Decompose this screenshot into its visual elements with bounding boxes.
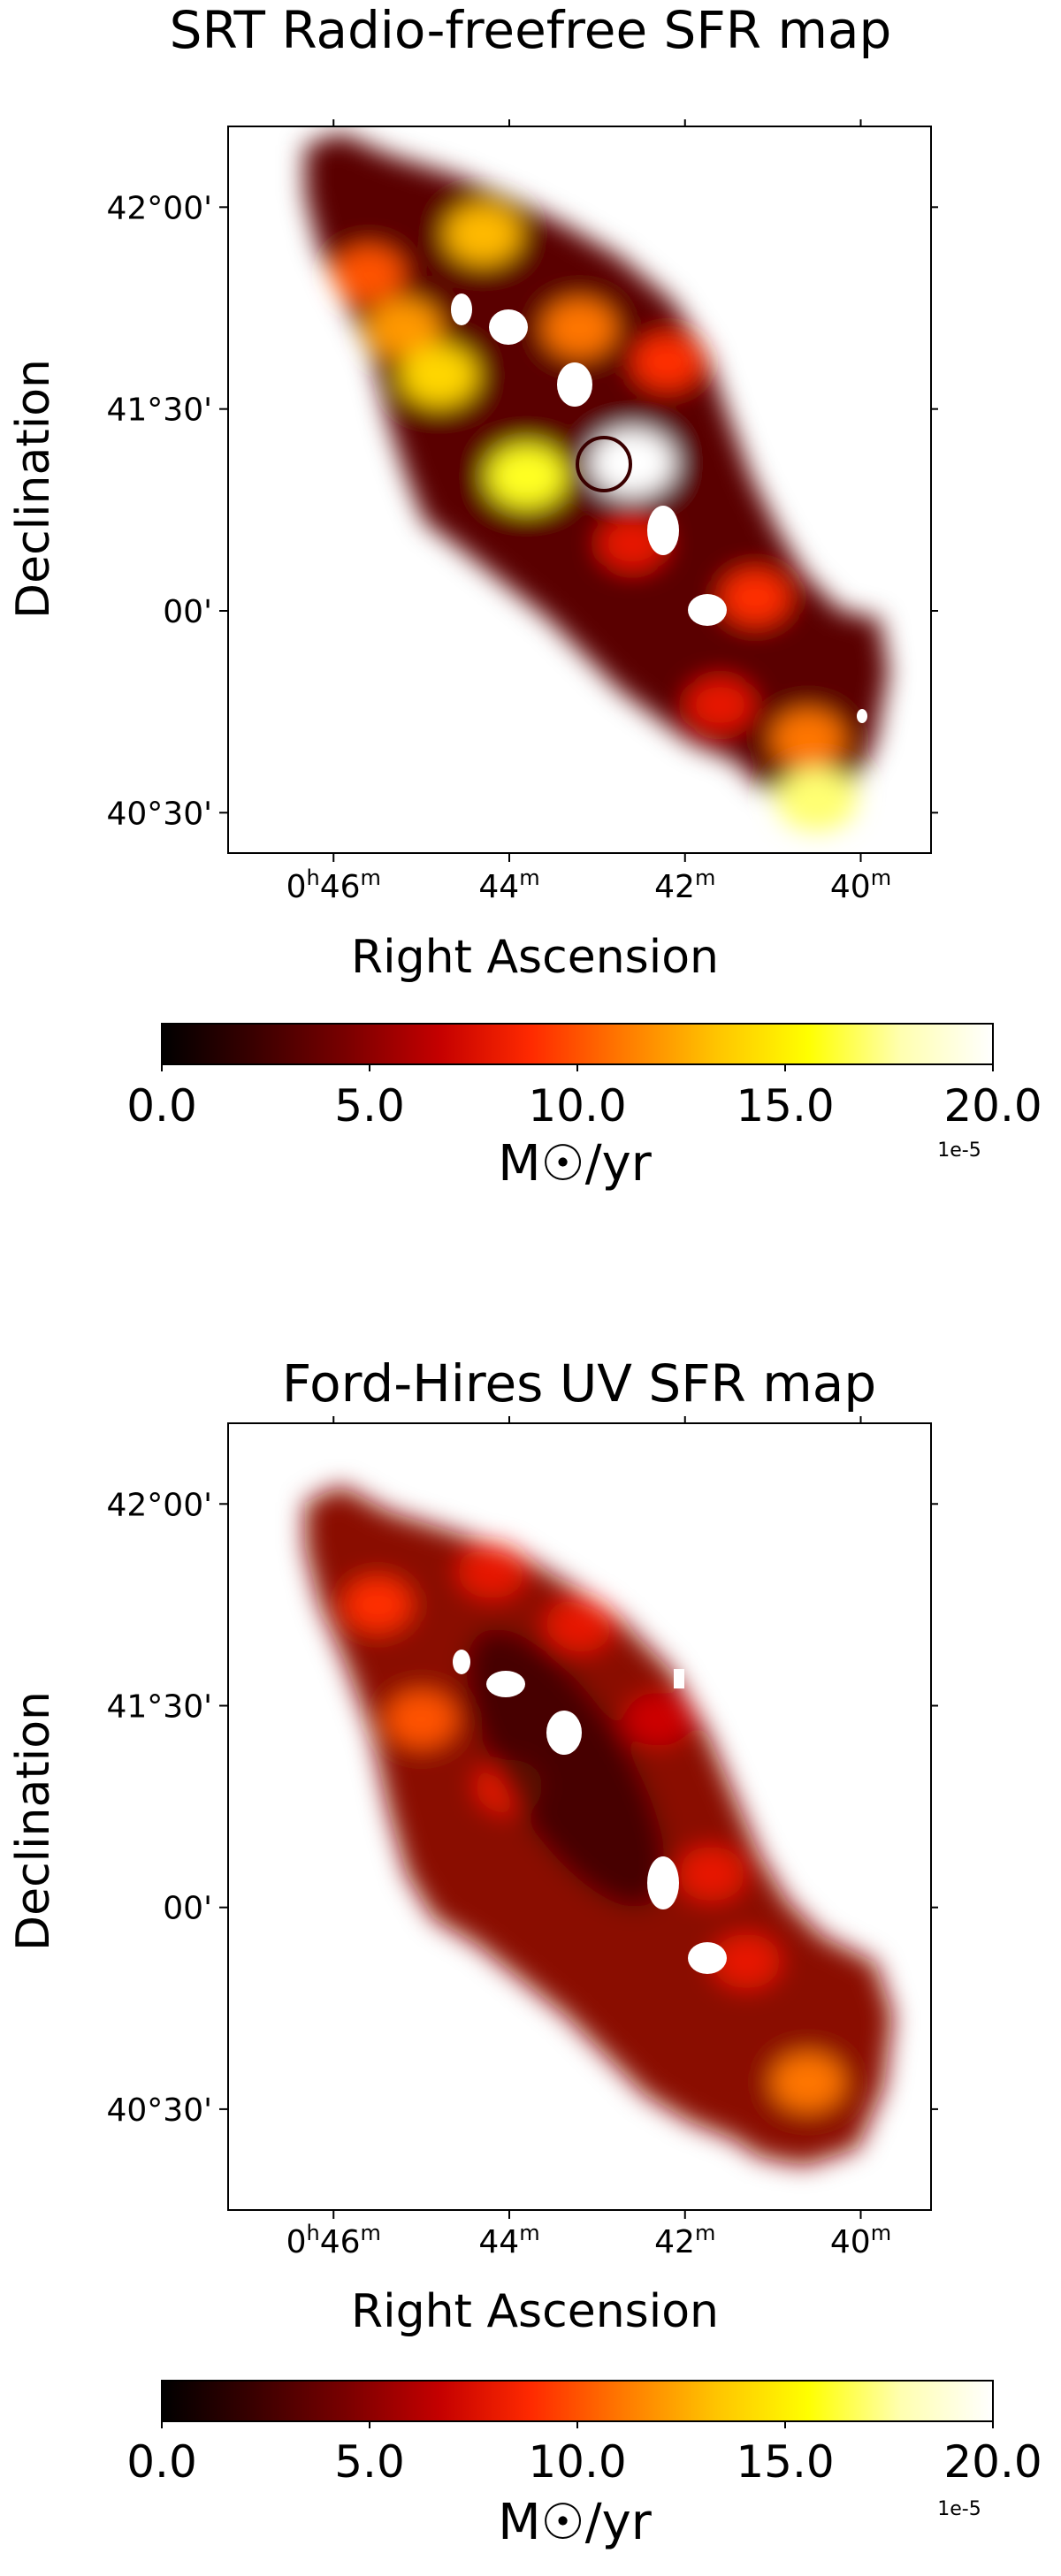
y-tick-label: 41°30' — [106, 1688, 212, 1725]
x-axis-uv: 0h46m 44m 42m 40m — [286, 1416, 891, 2260]
x-tick-label: 0h46m — [286, 865, 381, 905]
cbar-offset-uv: 1e-5 — [937, 2498, 981, 2520]
colorbar-tick-label: 15.0 — [736, 1080, 834, 1132]
x-tick-label: 40m — [830, 865, 891, 905]
colorbar-tick-label: 0.0 — [126, 2436, 197, 2488]
title-uv: Ford-Hires UV SFR map — [282, 1353, 876, 1414]
sfr-region — [367, 299, 441, 358]
sfr-region — [445, 203, 521, 264]
hole — [688, 594, 727, 626]
inner-dark-region — [466, 1628, 666, 1908]
sfr-region — [546, 1597, 614, 1653]
x-axis-radio: 0h46m 44m 42m 40m — [286, 119, 891, 905]
sfr-region — [590, 429, 676, 497]
heatmap-uv — [305, 1485, 893, 2166]
hole — [674, 1669, 684, 1688]
y-axis-radio: 42°00' 41°30' 00' 40°30' — [106, 190, 938, 832]
x-tick-label: 42m — [654, 865, 715, 905]
cbar-unit-uv: M☉/yr — [498, 2494, 653, 2551]
y-tick-label: 40°30' — [106, 2092, 212, 2129]
sfr-region — [721, 569, 790, 626]
sfr-region — [776, 766, 858, 832]
y-tick-label: 42°00' — [106, 1487, 212, 1523]
sfr-region — [712, 1933, 781, 1989]
bright-source-ring — [576, 436, 632, 492]
y-tick-label: 42°00' — [106, 190, 212, 226]
hole — [647, 1856, 679, 1909]
y-tick-label: 41°30' — [106, 392, 212, 429]
x-tick-label: 40m — [830, 2221, 891, 2260]
ylabel-uv: Declination — [7, 1691, 60, 1951]
heatmap-radio — [305, 133, 889, 832]
y-tick-label: 40°30' — [106, 796, 212, 832]
colorbar-tick-label: 20.0 — [943, 1080, 1042, 1132]
hole — [453, 1650, 470, 1674]
colorbar-gradient — [161, 2380, 994, 2422]
title-radio: SRT Radio-freefree SFR map — [170, 0, 892, 60]
sfr-region — [772, 2053, 844, 2112]
colorbar-tick-label: 20.0 — [943, 2436, 1042, 2488]
sfr-region — [457, 1543, 526, 1599]
sfr-region — [487, 445, 567, 508]
sfr-region — [686, 677, 754, 733]
sfr-region — [342, 1576, 413, 1633]
hole — [546, 1711, 582, 1755]
axes-frame-radio — [227, 126, 932, 854]
hole — [647, 506, 679, 555]
colorbar-tick-label: 10.0 — [528, 2436, 626, 2488]
colorbar-tick-label: 10.0 — [528, 1080, 626, 1132]
hole — [489, 309, 528, 345]
cbar-unit-radio: M☉/yr — [498, 1135, 653, 1193]
sfr-region — [385, 1690, 457, 1748]
x-tick-label: 0h46m — [286, 2221, 381, 2260]
sfr-region — [543, 299, 616, 357]
hole — [688, 1942, 727, 1974]
colorbar-tick-label: 5.0 — [334, 2436, 405, 2488]
y-tick-label: 00' — [163, 594, 212, 630]
holes-uv — [453, 1650, 727, 1974]
sfr-region — [401, 345, 477, 407]
colorbar-radio: 0.0 5.0 10.0 15.0 20.0 — [126, 1023, 1042, 1132]
hole — [451, 293, 472, 325]
hole — [557, 362, 592, 407]
colorbar-gradient — [161, 1023, 994, 1065]
hole — [857, 709, 867, 723]
panel-radio: SRT Radio-freefree SFR map 42 — [7, 0, 1042, 1193]
y-tick-label: 00' — [163, 1891, 212, 1927]
x-tick-label: 44m — [478, 2221, 539, 2260]
panel-uv: Ford-Hires UV SFR map 42° — [7, 1353, 1042, 2551]
x-tick-label: 42m — [654, 2221, 715, 2260]
x-tick-label: 44m — [478, 865, 539, 905]
holes-radio — [451, 293, 867, 723]
colorbar-tick-label: 15.0 — [736, 2436, 834, 2488]
xlabel-radio: Right Ascension — [351, 931, 719, 984]
cbar-offset-radio: 1e-5 — [937, 1139, 981, 1162]
regions-radio — [333, 203, 858, 832]
y-axis-uv: 42°00' 41°30' 00' 40°30' — [106, 1487, 938, 2129]
sfr-region — [772, 710, 844, 768]
axes-frame-uv — [227, 1422, 932, 2211]
colorbar-tick-label: 5.0 — [334, 1080, 405, 1132]
sfr-region — [677, 1846, 745, 1902]
sfr-region — [632, 333, 703, 390]
sfr-region — [625, 1692, 692, 1746]
sfr-region — [333, 246, 404, 303]
hole — [486, 1671, 525, 1697]
ylabel-radio: Declination — [7, 359, 60, 619]
xlabel-uv: Right Ascension — [351, 2285, 719, 2338]
colorbar-tick-label: 0.0 — [126, 1080, 197, 1132]
colorbar-uv: 0.0 5.0 10.0 15.0 20.0 — [126, 2380, 1042, 2488]
